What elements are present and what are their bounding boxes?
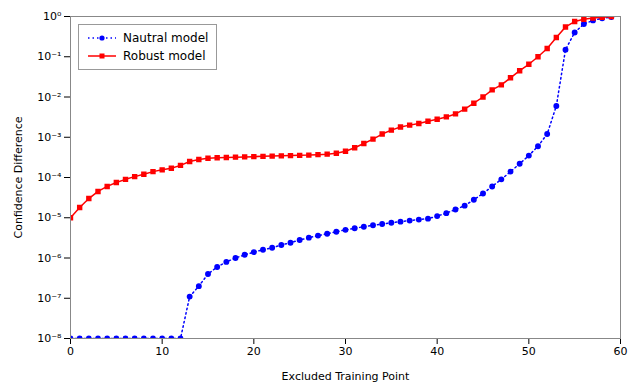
svg-text:10⁻³: 10⁻³ — [37, 131, 61, 144]
svg-text:0: 0 — [67, 345, 74, 358]
svg-text:30: 30 — [339, 345, 353, 358]
html-text:Robust model: Robust model — [123, 49, 206, 63]
svg-text:10⁻⁷: 10⁻⁷ — [37, 292, 61, 305]
svg-text:10⁻⁶: 10⁻⁶ — [37, 252, 62, 265]
svg-text:10⁻⁵: 10⁻⁵ — [37, 211, 61, 224]
svg-text:Confidence Difference: Confidence Difference — [12, 116, 25, 238]
svg-text:10⁻²: 10⁻² — [37, 91, 61, 104]
svg-text:10⁻⁴: 10⁻⁴ — [37, 171, 62, 184]
svg-text:20: 20 — [247, 345, 261, 358]
svg-text:10⁰: 10⁰ — [43, 10, 62, 23]
svg-text:Excluded Training Point: Excluded Training Point — [282, 370, 410, 382]
svg-text:40: 40 — [430, 345, 444, 358]
svg-text:10⁻¹: 10⁻¹ — [37, 50, 61, 63]
svg-text:10: 10 — [155, 345, 169, 358]
html-text:Nautral model: Nautral model — [123, 31, 209, 45]
svg-text:10⁻⁸: 10⁻⁸ — [37, 332, 62, 345]
svg-text:50: 50 — [522, 345, 536, 358]
svg-text:60: 60 — [614, 345, 628, 358]
